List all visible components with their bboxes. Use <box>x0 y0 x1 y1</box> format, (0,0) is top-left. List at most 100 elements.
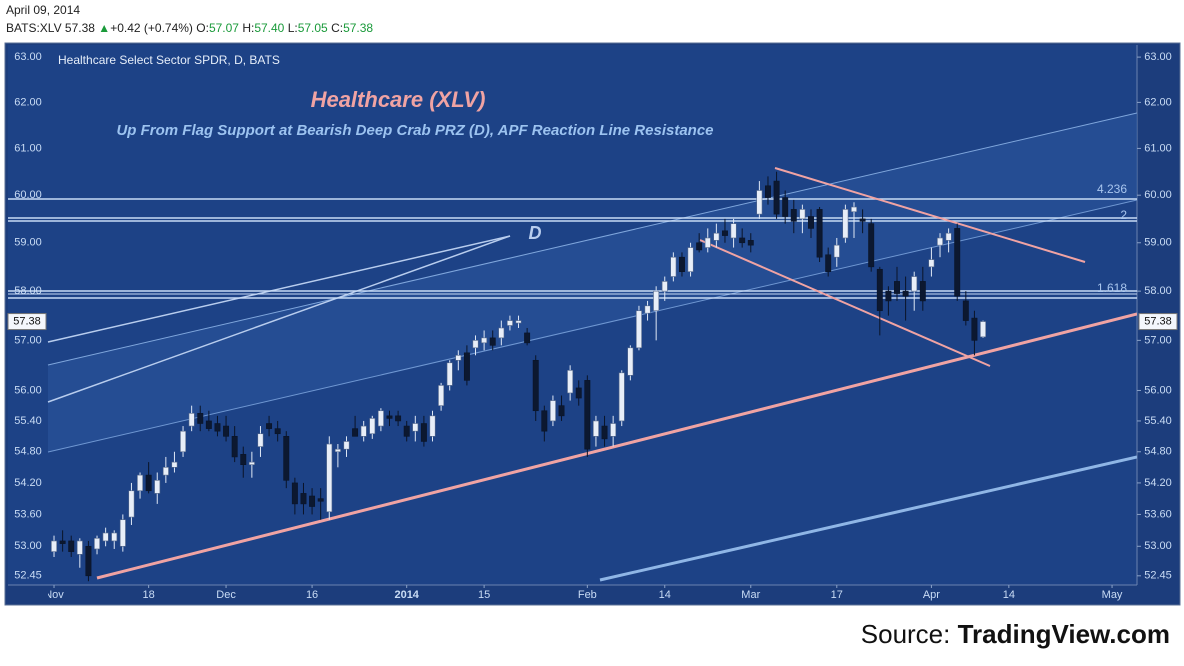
candle-body <box>51 540 57 552</box>
candle-body <box>919 281 926 302</box>
x-tick-label: Mar <box>741 589 760 601</box>
candle-body <box>894 281 900 294</box>
y-tick-label: 59.00 <box>14 237 42 249</box>
y-tick-label: 54.80 <box>1144 446 1172 458</box>
annotation: D <box>529 223 542 243</box>
chart-subtitle: Up From Flag Support at Bearish Deep Cra… <box>116 122 713 139</box>
candle-body <box>980 321 986 338</box>
y-tick-label: 53.60 <box>14 508 42 520</box>
candle-body <box>833 244 840 258</box>
reaction-line <box>599 455 1137 582</box>
candle-body <box>420 423 427 442</box>
candle-body <box>592 420 599 437</box>
candle-body <box>300 493 307 505</box>
candle-body <box>971 317 978 341</box>
candle-body <box>704 237 711 248</box>
date: April 09, 2014 <box>6 3 80 17</box>
x-tick-label: 17 <box>831 589 843 601</box>
drawings <box>8 112 1137 582</box>
x-tick-label: 14 <box>1003 589 1015 601</box>
candle-body <box>326 443 333 513</box>
candle-body <box>799 209 806 220</box>
candle-body <box>515 320 522 324</box>
candle-body <box>644 305 651 314</box>
candle-body <box>291 482 298 505</box>
candle-body <box>455 354 462 361</box>
last-price-label: 57.38 <box>13 315 41 327</box>
candle-body <box>343 441 350 450</box>
candle-body <box>575 387 582 399</box>
candle-body <box>782 197 789 217</box>
candle-body <box>911 276 918 292</box>
candle-body <box>885 290 892 302</box>
y-tick-label: 53.60 <box>1144 508 1172 520</box>
candle-body <box>687 247 694 272</box>
y-tick-label: 63.00 <box>1144 51 1172 63</box>
candle-body <box>937 237 943 246</box>
candle-body <box>678 256 685 272</box>
flag-line <box>699 239 991 367</box>
candle-body <box>558 405 565 417</box>
candle-body <box>506 320 513 326</box>
fib-label: 2 <box>1120 208 1127 222</box>
candle-body <box>59 540 66 544</box>
candle-body <box>162 466 169 476</box>
candle-body <box>188 412 195 427</box>
x-tick-label: 16 <box>306 589 318 601</box>
fan-line <box>47 235 511 403</box>
candle-body <box>816 209 823 258</box>
y-tick-label: 62.00 <box>14 96 42 108</box>
candle-body <box>283 436 290 481</box>
x-tick-label: 2014 <box>394 589 419 601</box>
candle-body <box>928 259 935 268</box>
y-tick-label: 55.40 <box>14 415 42 427</box>
y-tick-label: 52.45 <box>1144 570 1172 582</box>
candle-body <box>128 490 135 518</box>
y-tick-label: 55.40 <box>1144 415 1172 427</box>
candles <box>51 171 986 582</box>
candle-body <box>137 474 144 492</box>
candle-body <box>386 415 393 419</box>
symbol: BATS:XLV <box>6 21 62 35</box>
candle-body <box>395 415 402 422</box>
fan-line <box>47 235 511 343</box>
candle-body <box>223 425 230 437</box>
price: 57.38 <box>65 21 95 35</box>
ohlc-label: C: <box>331 21 343 35</box>
candle-body <box>618 372 625 422</box>
candle-body <box>429 415 436 437</box>
y-tick-label: 61.00 <box>1144 142 1172 154</box>
y-tick-label: 59.00 <box>1144 237 1172 249</box>
x-tick-label: Feb <box>578 589 597 601</box>
candle-body <box>412 423 419 432</box>
y-tick-label: 56.00 <box>1144 384 1172 396</box>
candle-body <box>549 400 556 422</box>
y-tick-label: 53.00 <box>14 540 42 552</box>
y-tick-label: 57.00 <box>1144 334 1172 346</box>
last-price-box <box>1138 313 1178 331</box>
candle-body <box>868 223 875 268</box>
candle-body <box>601 425 608 440</box>
candle-body <box>446 362 453 386</box>
y-tick-label: 62.00 <box>1144 96 1172 108</box>
last-price-label: 57.38 <box>1144 315 1172 327</box>
candle-body <box>945 232 952 241</box>
candle-body <box>627 347 634 376</box>
candle-body <box>240 454 247 466</box>
ohlc-value: 57.07 <box>209 21 239 35</box>
candle-body <box>635 310 642 349</box>
candle-body <box>274 428 281 435</box>
last-price-box <box>7 313 47 331</box>
source-brand: TradingView.com <box>958 619 1170 649</box>
x-tick-label: Dec <box>216 589 236 601</box>
candle-body <box>713 232 720 241</box>
ohlc-label: H: <box>242 21 254 35</box>
candle-body <box>851 206 857 213</box>
y-tick-label: 54.20 <box>1144 477 1172 489</box>
y-tick-label: 60.00 <box>1144 189 1172 201</box>
candle-body <box>962 300 969 321</box>
x-tick-label: 14 <box>659 589 671 601</box>
candle-body <box>567 370 574 394</box>
x-tick-label: Nov <box>44 589 64 601</box>
source-prefix: Source: <box>861 619 958 649</box>
